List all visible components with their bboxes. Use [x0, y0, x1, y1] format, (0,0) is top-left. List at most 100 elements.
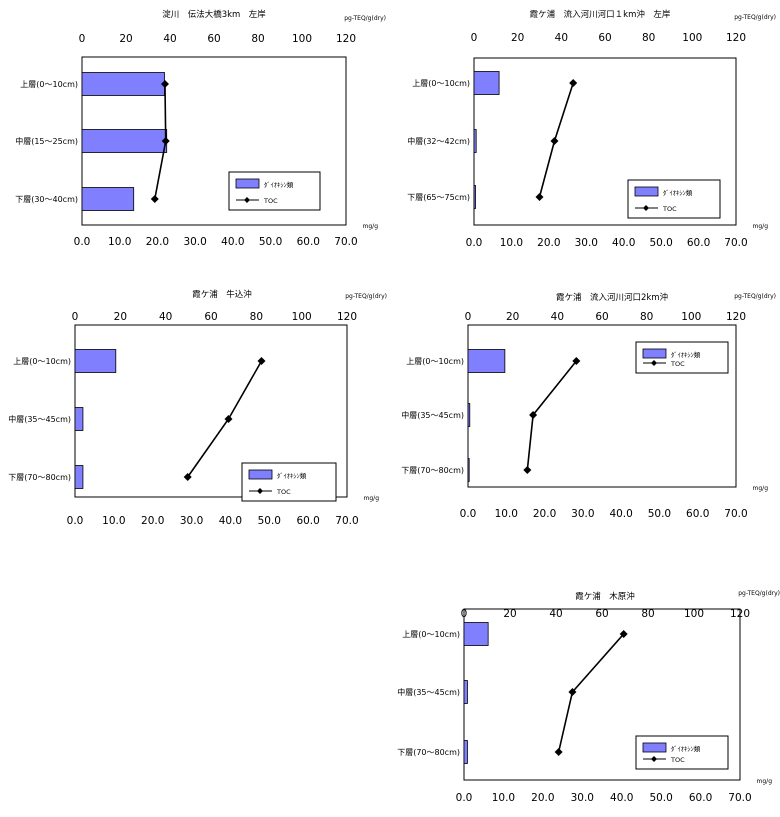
top-axis-tick-label: 120 [730, 608, 750, 620]
legend-swatch-bar [235, 178, 260, 189]
top-axis-tick-label: 20 [503, 608, 516, 620]
toc-point-marker [150, 195, 159, 203]
bar [467, 349, 506, 373]
top-axis-tick-label: 100 [292, 311, 312, 323]
category-label: 中層(15〜25cm) [15, 136, 78, 146]
top-axis-tick-label: 60 [595, 608, 608, 620]
bottom-axis-tick-label: 0.0 [466, 237, 483, 249]
bottom-axis-tick-label: 70.0 [335, 515, 358, 527]
bottom-axis-tick-label: 40.0 [610, 792, 633, 804]
chart-title: 霞ケ浦 牛込沖 [192, 289, 252, 300]
bottom-axis-unit-label: mg/g [363, 223, 379, 230]
top-axis-tick-label: 0 [471, 32, 478, 44]
bottom-axis-tick-label: 20.0 [141, 515, 164, 527]
legend-swatch-marker [257, 488, 263, 494]
bottom-axis-tick-label: 60.0 [687, 237, 710, 249]
bottom-axis-tick-label: 40.0 [612, 237, 635, 249]
bottom-axis-tick-label: 30.0 [571, 792, 594, 804]
bottom-axis-unit-label: mg/g [753, 223, 769, 230]
bottom-axis-unit-label: mg/g [364, 495, 380, 502]
top-axis-tick-label: 60 [204, 311, 217, 323]
bar [467, 403, 471, 427]
category-label: 中層(35〜45cm) [8, 414, 71, 424]
top-axis-tick-label: 80 [642, 32, 655, 44]
legend-box [228, 171, 321, 211]
top-axis-tick-label: 120 [336, 33, 356, 45]
legend-swatch-marker [651, 756, 657, 762]
toc-point-marker [523, 466, 532, 474]
category-label: 中層(32〜42cm) [407, 136, 470, 146]
bar [473, 185, 476, 209]
bottom-axis-tick-label: 10.0 [102, 515, 125, 527]
bottom-axis-tick-label: 20.0 [146, 236, 169, 248]
bottom-axis-tick-label: 40.0 [221, 236, 244, 248]
chart-title: 霞ケ浦 流入河川河口2km沖 [556, 292, 668, 303]
top-axis-tick-label: 40 [549, 608, 562, 620]
bar [463, 680, 468, 704]
category-label: 下層(70〜80cm) [401, 466, 464, 475]
bottom-axis-tick-label: 20.0 [533, 508, 556, 520]
category-label: 中層(35〜45cm) [397, 687, 460, 697]
bar [74, 407, 84, 431]
top-axis-tick-label: 40 [551, 311, 564, 323]
chart-title: 霞ケ浦 流入河川河口１km沖 左岸 [530, 9, 671, 20]
legend-swatch-bar [634, 186, 659, 197]
bottom-axis-tick-label: 40.0 [219, 515, 242, 527]
top-axis-tick-label: 80 [640, 311, 653, 323]
top-axis-unit-label: pg-TEQ/g(dry) [734, 293, 776, 300]
top-axis-tick-label: 40 [163, 33, 176, 45]
bottom-axis-tick-label: 30.0 [183, 236, 206, 248]
bottom-axis-tick-label: 60.0 [296, 515, 319, 527]
legend-box [241, 462, 337, 502]
top-axis-tick-label: 40 [555, 32, 568, 44]
category-label: 上層(0〜10cm) [20, 80, 78, 89]
bottom-axis-tick-label: 10.0 [500, 237, 523, 249]
toc-point-marker [572, 357, 581, 365]
toc-point-marker [619, 630, 628, 638]
top-axis-tick-label: 100 [684, 608, 704, 620]
toc-point-marker [550, 137, 559, 145]
bottom-axis-tick-label: 0.0 [74, 236, 91, 248]
toc-point-marker [568, 688, 577, 696]
bottom-axis-unit-label: mg/g [757, 778, 773, 785]
top-axis-tick-label: 100 [682, 32, 702, 44]
top-axis-tick-label: 60 [207, 33, 220, 45]
top-axis-tick-label: 100 [292, 33, 312, 45]
bottom-axis-tick-label: 60.0 [689, 792, 712, 804]
legend-label: TOC [670, 360, 685, 368]
bottom-axis-tick-label: 50.0 [259, 236, 282, 248]
legend-label: TOC [263, 197, 278, 205]
top-axis-unit-label: pg-TEQ/g(dry) [734, 14, 776, 21]
bottom-axis-tick-label: 60.0 [686, 508, 709, 520]
top-axis-tick-label: 100 [681, 311, 701, 323]
bottom-axis-tick-label: 20.0 [531, 792, 554, 804]
top-axis-tick-label: 20 [506, 311, 519, 323]
bar [74, 465, 84, 489]
legend-label: ﾀﾞｲｵｷｼﾝ類 [671, 350, 701, 359]
legend-swatch-marker [643, 205, 649, 211]
toc-point-marker [569, 79, 578, 87]
toc-point-marker [535, 193, 544, 201]
top-axis-tick-label: 0 [461, 608, 468, 620]
toc-point-marker [257, 357, 266, 365]
toc-point-marker [554, 748, 563, 756]
top-axis-tick-label: 80 [641, 608, 654, 620]
bottom-axis-tick-label: 70.0 [724, 237, 747, 249]
top-axis-tick-label: 0 [72, 311, 79, 323]
bottom-axis-tick-label: 30.0 [180, 515, 203, 527]
legend-box [635, 735, 729, 770]
category-label: 下層(70〜80cm) [397, 748, 460, 757]
bottom-axis-tick-label: 30.0 [575, 237, 598, 249]
bar [81, 187, 135, 211]
top-axis-tick-label: 60 [598, 32, 611, 44]
toc-point-marker [183, 473, 192, 481]
bar [81, 72, 165, 96]
category-label: 中層(35〜45cm) [401, 410, 464, 420]
category-label: 下層(65〜75cm) [407, 193, 470, 202]
toc-point-marker [160, 80, 169, 88]
bar [473, 129, 477, 153]
bottom-axis-tick-label: 60.0 [297, 236, 320, 248]
legend-label: TOC [276, 488, 291, 496]
